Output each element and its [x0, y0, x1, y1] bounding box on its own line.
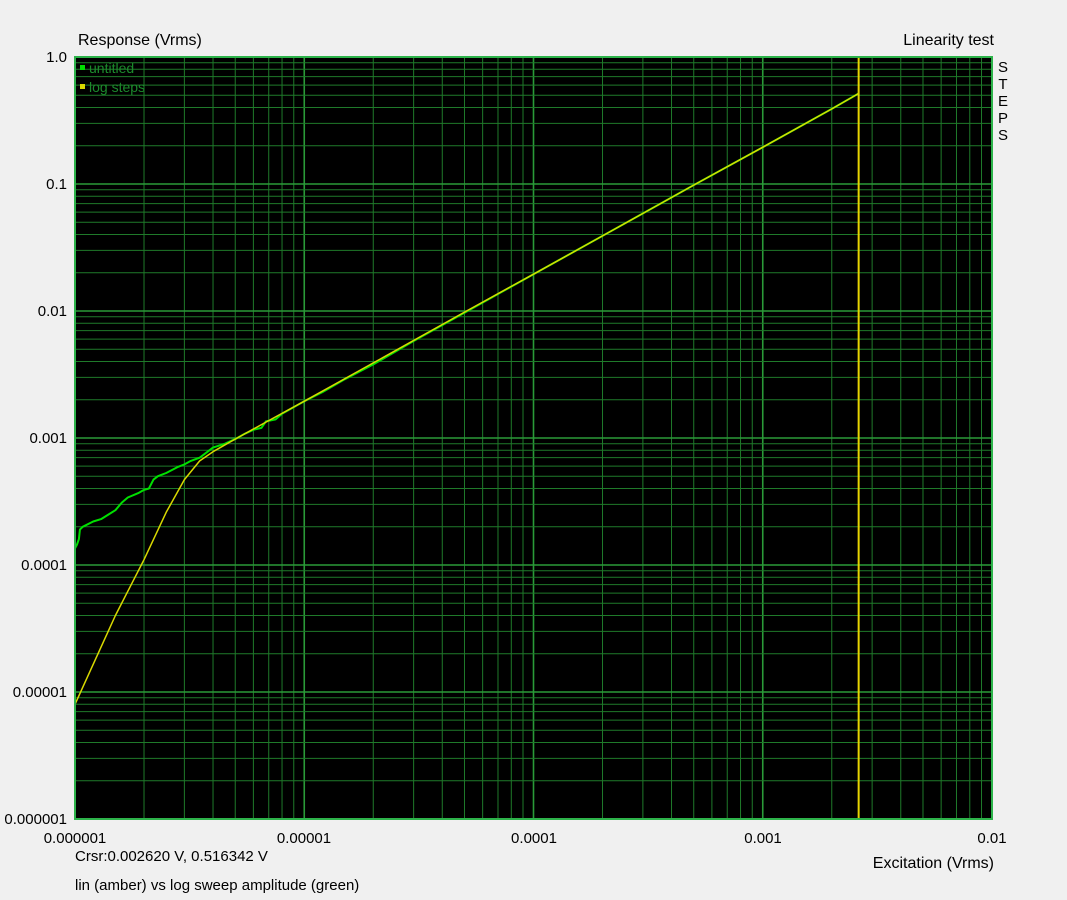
legend-label-untitled: untitled — [89, 59, 135, 76]
y-tick-label: 0.001 — [29, 430, 67, 447]
y-tick-label: 0.000001 — [4, 811, 67, 828]
legend-item-log-steps[interactable]: log steps — [80, 77, 145, 96]
series-line-log-steps — [74, 92, 859, 705]
side-letter: S — [997, 127, 1008, 144]
y-tick-label: 0.1 — [46, 176, 67, 193]
side-letter: E — [997, 93, 1008, 110]
legend: untitled log steps — [80, 58, 145, 96]
series-layer — [74, 92, 860, 705]
x-tick-label: 0.000001 — [43, 830, 107, 847]
legend-label-log-steps: log steps — [89, 78, 146, 95]
side-letter: S — [997, 59, 1008, 76]
side-letter: T — [998, 76, 1008, 93]
grid — [75, 57, 992, 819]
y-tick-label: 1.0 — [46, 49, 67, 66]
y-tick-label: 0.0001 — [21, 557, 67, 574]
steps-side-label: S T E P S — [997, 59, 1009, 144]
x-tick-label: 0.00001 — [276, 830, 332, 847]
x-axis-title: Excitation (Vrms) — [872, 855, 994, 872]
y-tick-label: 0.01 — [37, 303, 67, 320]
plot-frame — [74, 56, 993, 820]
x-tick-label: 0.001 — [744, 830, 782, 847]
side-letter: P — [997, 110, 1008, 127]
legend-item-untitled[interactable]: untitled — [80, 58, 145, 77]
cursor-readout: Crsr:0.002620 V, 0.516342 V — [75, 848, 268, 865]
y-tick-label: 0.00001 — [12, 684, 67, 701]
legend-swatch-untitled — [80, 65, 85, 70]
x-tick-label: 0.01 — [977, 830, 1007, 847]
chart-title: Linearity test — [903, 32, 994, 49]
chart-caption: lin (amber) vs log sweep amplitude (gree… — [75, 877, 360, 894]
y-axis-title: Response (Vrms) — [78, 32, 202, 49]
legend-swatch-log-steps — [80, 84, 85, 89]
x-tick-label: 0.0001 — [511, 830, 557, 847]
